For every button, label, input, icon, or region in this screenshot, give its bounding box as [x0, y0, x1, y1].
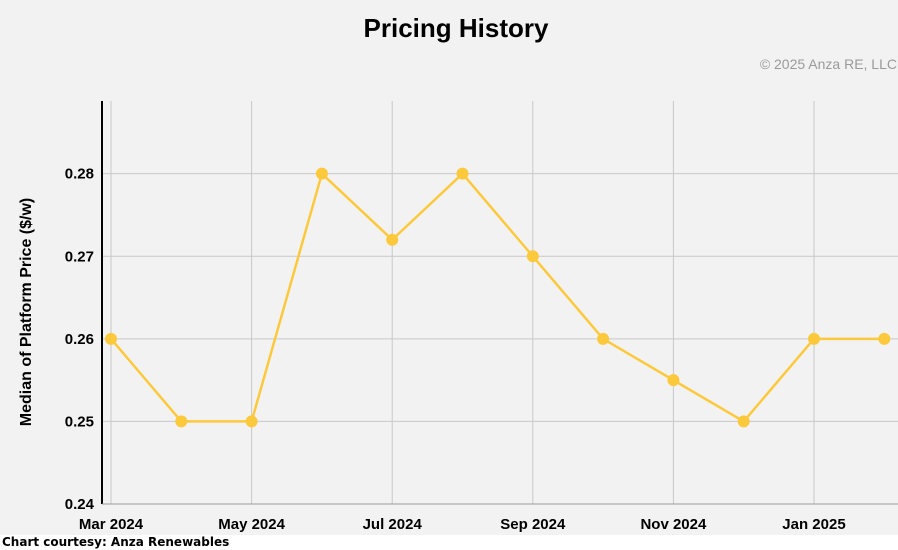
chart-caption: Chart courtesy: Anza Renewables [2, 535, 230, 549]
chart-credit: © 2025 Anza RE, LLC [760, 56, 897, 72]
data-point [878, 332, 891, 345]
x-tick-label: Nov 2024 [640, 516, 707, 533]
y-tick-label: 0.28 [65, 166, 94, 183]
x-tick-label: Sep 2024 [500, 516, 566, 533]
y-axis-label: Median of Platform Price ($/w) [18, 198, 35, 426]
line-chart: Pricing History © 2025 Anza RE, LLC Medi… [18, 13, 898, 533]
y-tick-label: 0.24 [65, 496, 95, 513]
x-tick-label: Jan 2025 [782, 516, 845, 533]
axes [101, 101, 898, 505]
y-tick-label: 0.25 [65, 413, 94, 430]
series-layer [105, 167, 891, 428]
data-point [597, 332, 610, 345]
chart-title: Pricing History [364, 13, 549, 43]
data-point [667, 374, 680, 387]
x-tick-label: Mar 2024 [79, 516, 144, 533]
tick-labels: 0.24 0.25 0.26 0.27 0.28 Mar 2024 May 2024 Jul … [65, 166, 846, 533]
data-point [386, 233, 399, 246]
data-point [105, 332, 117, 345]
x-tick-label: Jul 2024 [363, 516, 423, 533]
data-point [526, 250, 539, 263]
data-point [175, 415, 188, 428]
data-point [456, 167, 469, 180]
series-line [110, 172, 885, 423]
gridlines [102, 101, 898, 504]
data-point [808, 332, 820, 345]
data-point [245, 415, 258, 428]
chart-panel: Pricing History © 2025 Anza RE, LLC Medi… [0, 0, 898, 535]
x-tick-label: May 2024 [218, 516, 285, 533]
y-tick-label: 0.27 [65, 248, 94, 265]
y-tick-label: 0.26 [65, 331, 94, 348]
data-point [315, 167, 328, 180]
data-point [737, 415, 750, 428]
